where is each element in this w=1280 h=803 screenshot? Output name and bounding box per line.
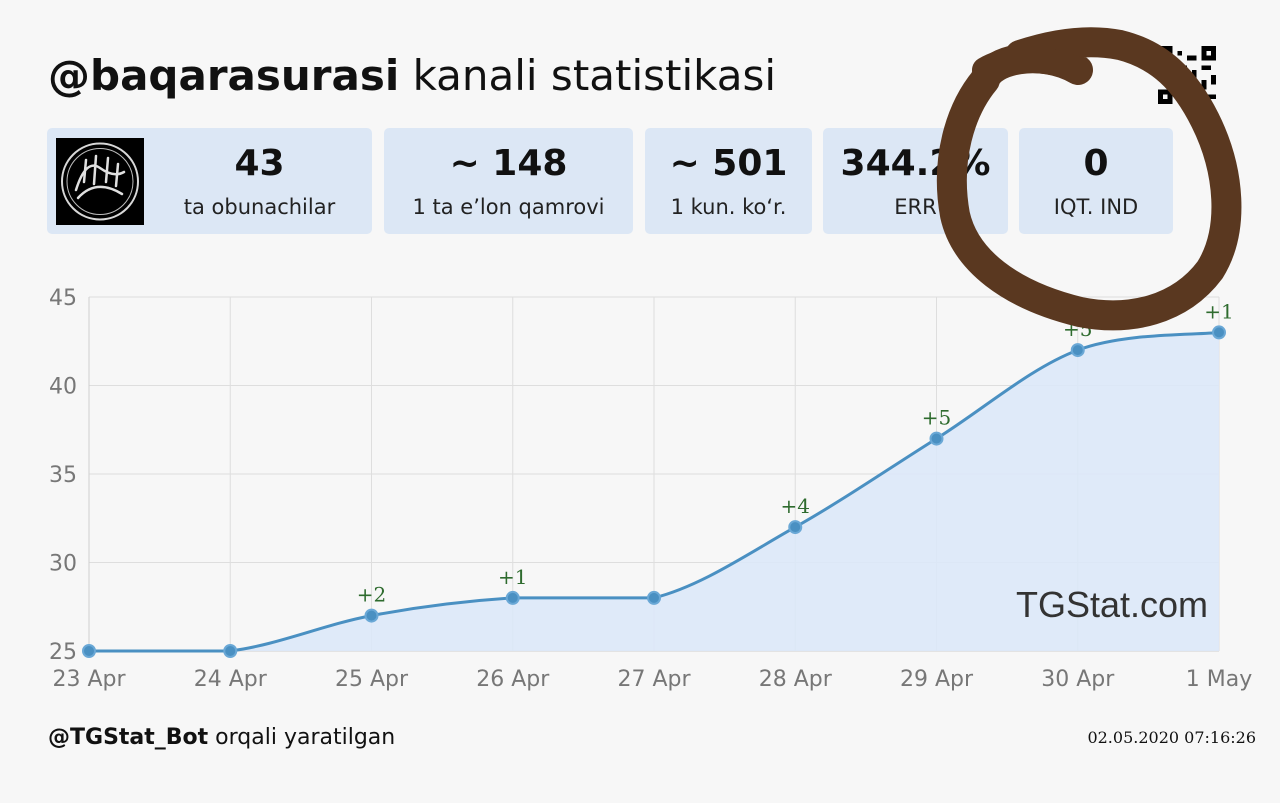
x-tick-label: 27 Apr [617,667,691,692]
x-tick-label: 23 Apr [52,667,126,692]
stat-label: 1 kun. ko‘r. [670,195,787,219]
y-tick-label: 30 [49,552,77,577]
title-suffix: kanali statistikasi [399,51,777,100]
avatar [56,138,144,225]
timestamp: 02.05.2020 07:16:26 [1087,728,1256,747]
data-point [1212,325,1226,340]
delta-label: +2 [357,583,386,607]
stat-label: ta obunachilar [183,195,336,219]
y-tick-label: 45 [49,286,77,311]
delta-label: +5 [1063,317,1092,341]
page-title: @baqarasurasi kanali statistikasi [48,50,776,102]
delta-label: +5 [922,406,951,430]
data-point [647,590,661,605]
x-tick-label: 25 Apr [335,667,409,692]
footer-suffix: orqali yaratilgan [208,725,396,750]
stat-value: 43 [234,143,285,184]
y-tick-label: 25 [49,640,77,665]
stat-label: ERR [894,195,937,219]
x-tick-label: 28 Apr [759,667,833,692]
y-tick-label: 40 [49,375,77,400]
data-point [788,520,803,535]
x-tick-label: 1 May [1186,667,1252,692]
y-tick-label: 35 [49,463,77,488]
data-point [364,608,379,623]
delta-label: +1 [498,565,527,589]
x-tick-label: 30 Apr [1041,667,1115,692]
x-tick-label: 24 Apr [194,667,268,692]
data-point [505,590,520,605]
reach-card: ~ 148 1 ta e’lon qamrovi [384,128,633,234]
stat-value: ~ 501 [669,143,788,184]
x-tick-label: 29 Apr [900,667,974,692]
bot-handle[interactable]: @TGStat_Bot [48,725,209,750]
data-point [82,644,96,658]
delta-label: +1 [1204,299,1233,323]
delta-label: +4 [781,494,810,518]
x-tick-label: 26 Apr [476,667,550,692]
data-point [1070,343,1085,358]
watermark: TGStat.com [1016,584,1208,625]
data-point [929,431,944,446]
subscribers-card: 43 ta obunachilar [47,128,372,234]
data-point [223,644,238,658]
daily-views-card: ~ 501 1 kun. ko‘r. [645,128,812,234]
stat-label: 1 ta e’lon qamrovi [412,195,605,219]
footer-credit: @TGStat_Bot orqali yaratilgan [48,724,395,752]
area-fill [89,332,1219,651]
channel-handle[interactable]: @baqarasurasi [48,51,400,100]
stat-value: ~ 148 [449,143,568,184]
